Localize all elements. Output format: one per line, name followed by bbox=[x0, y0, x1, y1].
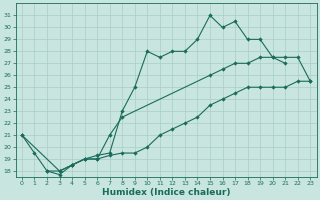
X-axis label: Humidex (Indice chaleur): Humidex (Indice chaleur) bbox=[102, 188, 230, 197]
